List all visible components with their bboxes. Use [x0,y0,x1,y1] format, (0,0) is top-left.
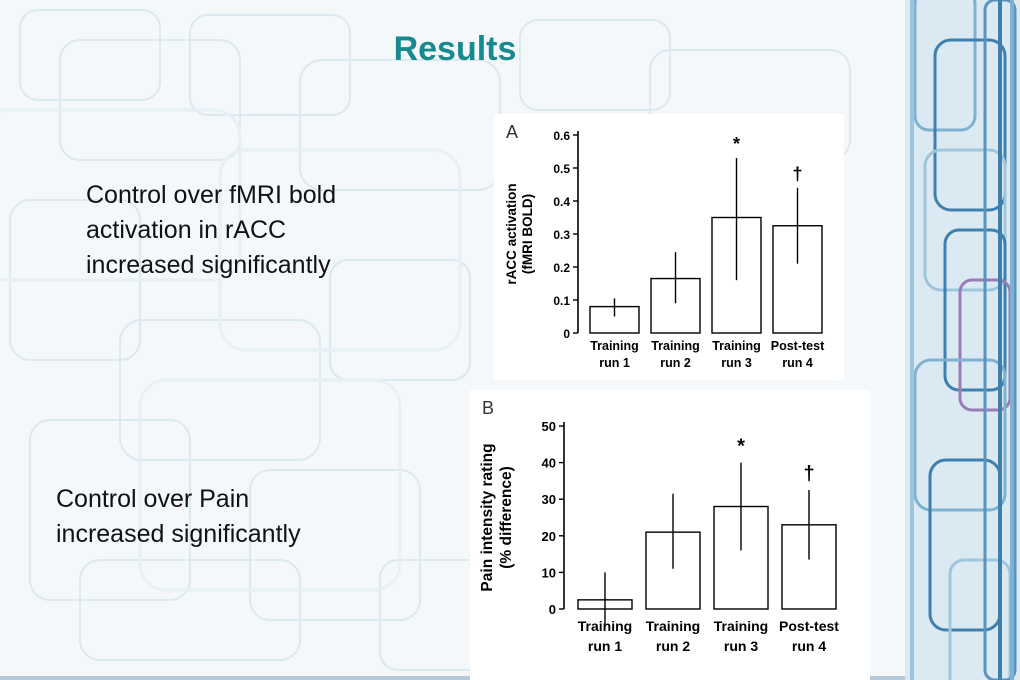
caption-pain-control: Control over Pain increased significantl… [56,482,416,552]
x-category-label: Training [651,339,700,353]
x-category-label: run 1 [588,638,622,654]
caption-line: activation in rACC [86,216,287,244]
x-category-label: run 4 [792,638,826,654]
pain-rating-bar-chart: B 0 10 20 30 40 50 Pain intensity rating (% diff… [479,398,839,654]
slide-title: Results [393,30,517,68]
y-axis-label-line: (fMRI BOLD) [520,194,535,274]
panel-label: B [482,398,494,418]
caption-line: Control over fMRI bold [86,181,337,209]
x-category-label: run 2 [660,356,691,370]
y-tick-label: 0.2 [553,261,570,275]
panel-label: A [506,122,518,142]
y-tick-label: 0.3 [553,228,570,242]
y-tick-label: 0 [549,602,556,617]
y-tick-label: 0.6 [553,129,570,143]
x-category-label: run 3 [721,356,752,370]
y-axis-label: rACC activation (fMRI BOLD) [504,183,535,284]
x-category-label: Training [578,618,632,634]
significance-marker: † [803,463,814,485]
significance-marker: * [733,134,740,154]
x-category-label: run 2 [656,638,690,654]
y-tick-label: 0.4 [553,195,570,209]
chart-panel-a: A 0 0.1 0.2 0.3 0.4 0.5 0.6 rACC activation (fMRI… [494,114,844,380]
y-tick-label: 0 [563,327,570,341]
significance-marker: † [792,164,802,184]
x-category-label: Training [712,339,761,353]
x-category-label: Post-test [771,339,825,353]
y-tick-label: 20 [542,529,556,544]
x-category-label: run 4 [782,356,813,370]
x-category-label: Training [714,618,768,634]
y-axis-label-line: Pain intensity rating [479,443,496,591]
chart-panel-b: B 0 10 20 30 40 50 Pain intensity rating (% diff… [470,390,870,680]
y-axis-label: Pain intensity rating (% difference) [479,443,515,591]
x-category-label: Training [646,618,700,634]
caption-line: increased significantly [56,520,301,548]
racc-activation-bar-chart: A 0 0.1 0.2 0.3 0.4 0.5 0.6 rACC activation (fMRI… [504,122,825,370]
y-tick-label: 30 [542,492,556,507]
x-category-label: run 3 [724,638,758,654]
x-category-label: Training [590,339,639,353]
caption-racc-activation: Control over fMRI bold activation in rAC… [86,178,446,283]
y-axis-label-line: (% difference) [498,466,515,569]
y-tick-label: 50 [542,419,556,434]
y-tick-label: 40 [542,456,556,471]
caption-line: increased significantly [86,251,331,279]
caption-line: Control over Pain [56,485,250,513]
x-category-label: Post-test [779,618,839,634]
y-tick-label: 0.1 [553,294,570,308]
y-tick-label: 0.5 [553,162,570,176]
significance-marker: * [737,436,745,458]
x-category-label: run 1 [599,356,630,370]
y-axis-label-line: rACC activation [504,183,519,284]
y-tick-label: 10 [542,565,556,580]
